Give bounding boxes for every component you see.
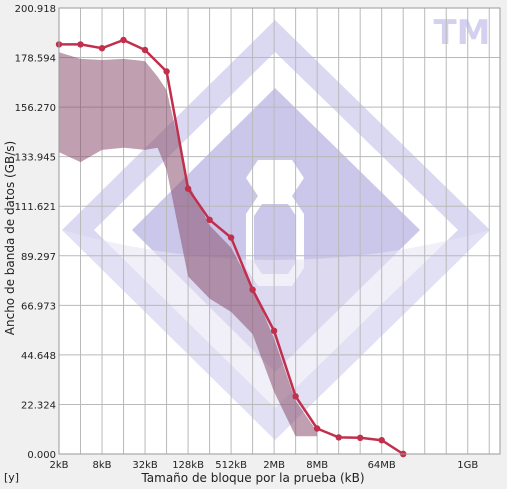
x-axis-label: Tamaño de bloque por la prueba (kB) <box>140 471 364 485</box>
y-axis-label: Ancho de banda de datos (GB/s) <box>3 141 17 335</box>
y-tick-label: 133.945 <box>15 153 56 164</box>
x-axis-ticks: 2kB8kB32kB128kB512kB2MB8MB64MB1GB16GB <box>49 460 478 471</box>
data-point <box>378 437 385 444</box>
x-tick-label: 1GB <box>457 460 478 471</box>
data-point <box>270 327 278 334</box>
range-band <box>59 52 318 437</box>
data-point <box>141 46 149 54</box>
y-tick-label: 156.270 <box>15 103 56 114</box>
y-tick-label: 0.000 <box>27 450 56 461</box>
data-point <box>227 234 235 241</box>
x-tick-label: 8kB <box>93 460 112 471</box>
data-point <box>206 216 213 223</box>
range-band-area <box>59 52 318 437</box>
y-tick-label: 178.594 <box>15 54 56 65</box>
data-point <box>357 434 364 441</box>
y-tick-label: 89.297 <box>21 252 56 263</box>
data-point <box>184 185 192 192</box>
data-point <box>313 425 321 432</box>
y-tick-label: 22.324 <box>21 400 56 411</box>
data-point <box>98 45 106 52</box>
y-tick-label: 111.621 <box>15 202 56 213</box>
data-point <box>249 286 256 293</box>
x-tick-label: 8MB <box>306 460 328 471</box>
x-tick-label: 2MB <box>263 460 285 471</box>
watermark-text: TM <box>433 13 490 53</box>
x-tick-label: 2kB <box>49 460 68 471</box>
plot-border <box>58 7 501 455</box>
x-tick-label: 512kB <box>215 460 247 471</box>
corner-label: [y] <box>4 471 19 484</box>
data-point <box>335 434 342 441</box>
y-tick-label: 200.918 <box>15 4 56 15</box>
data-point <box>292 393 299 400</box>
y-axis-ticks: 0.000 22.324 44.648 66.973 89.297 111.621 133.… <box>15 4 56 461</box>
data-point <box>163 68 170 75</box>
data-point <box>120 36 127 44</box>
watermark-octagon-hole <box>254 204 296 274</box>
x-tick-label: 128kB <box>172 460 204 471</box>
x-tick-label: 64MB <box>368 460 396 471</box>
y-tick-label: 66.973 <box>21 301 56 312</box>
y-tick-label: 44.648 <box>21 351 56 362</box>
x-tick-label: 32kB <box>132 460 158 471</box>
data-point <box>77 41 84 48</box>
